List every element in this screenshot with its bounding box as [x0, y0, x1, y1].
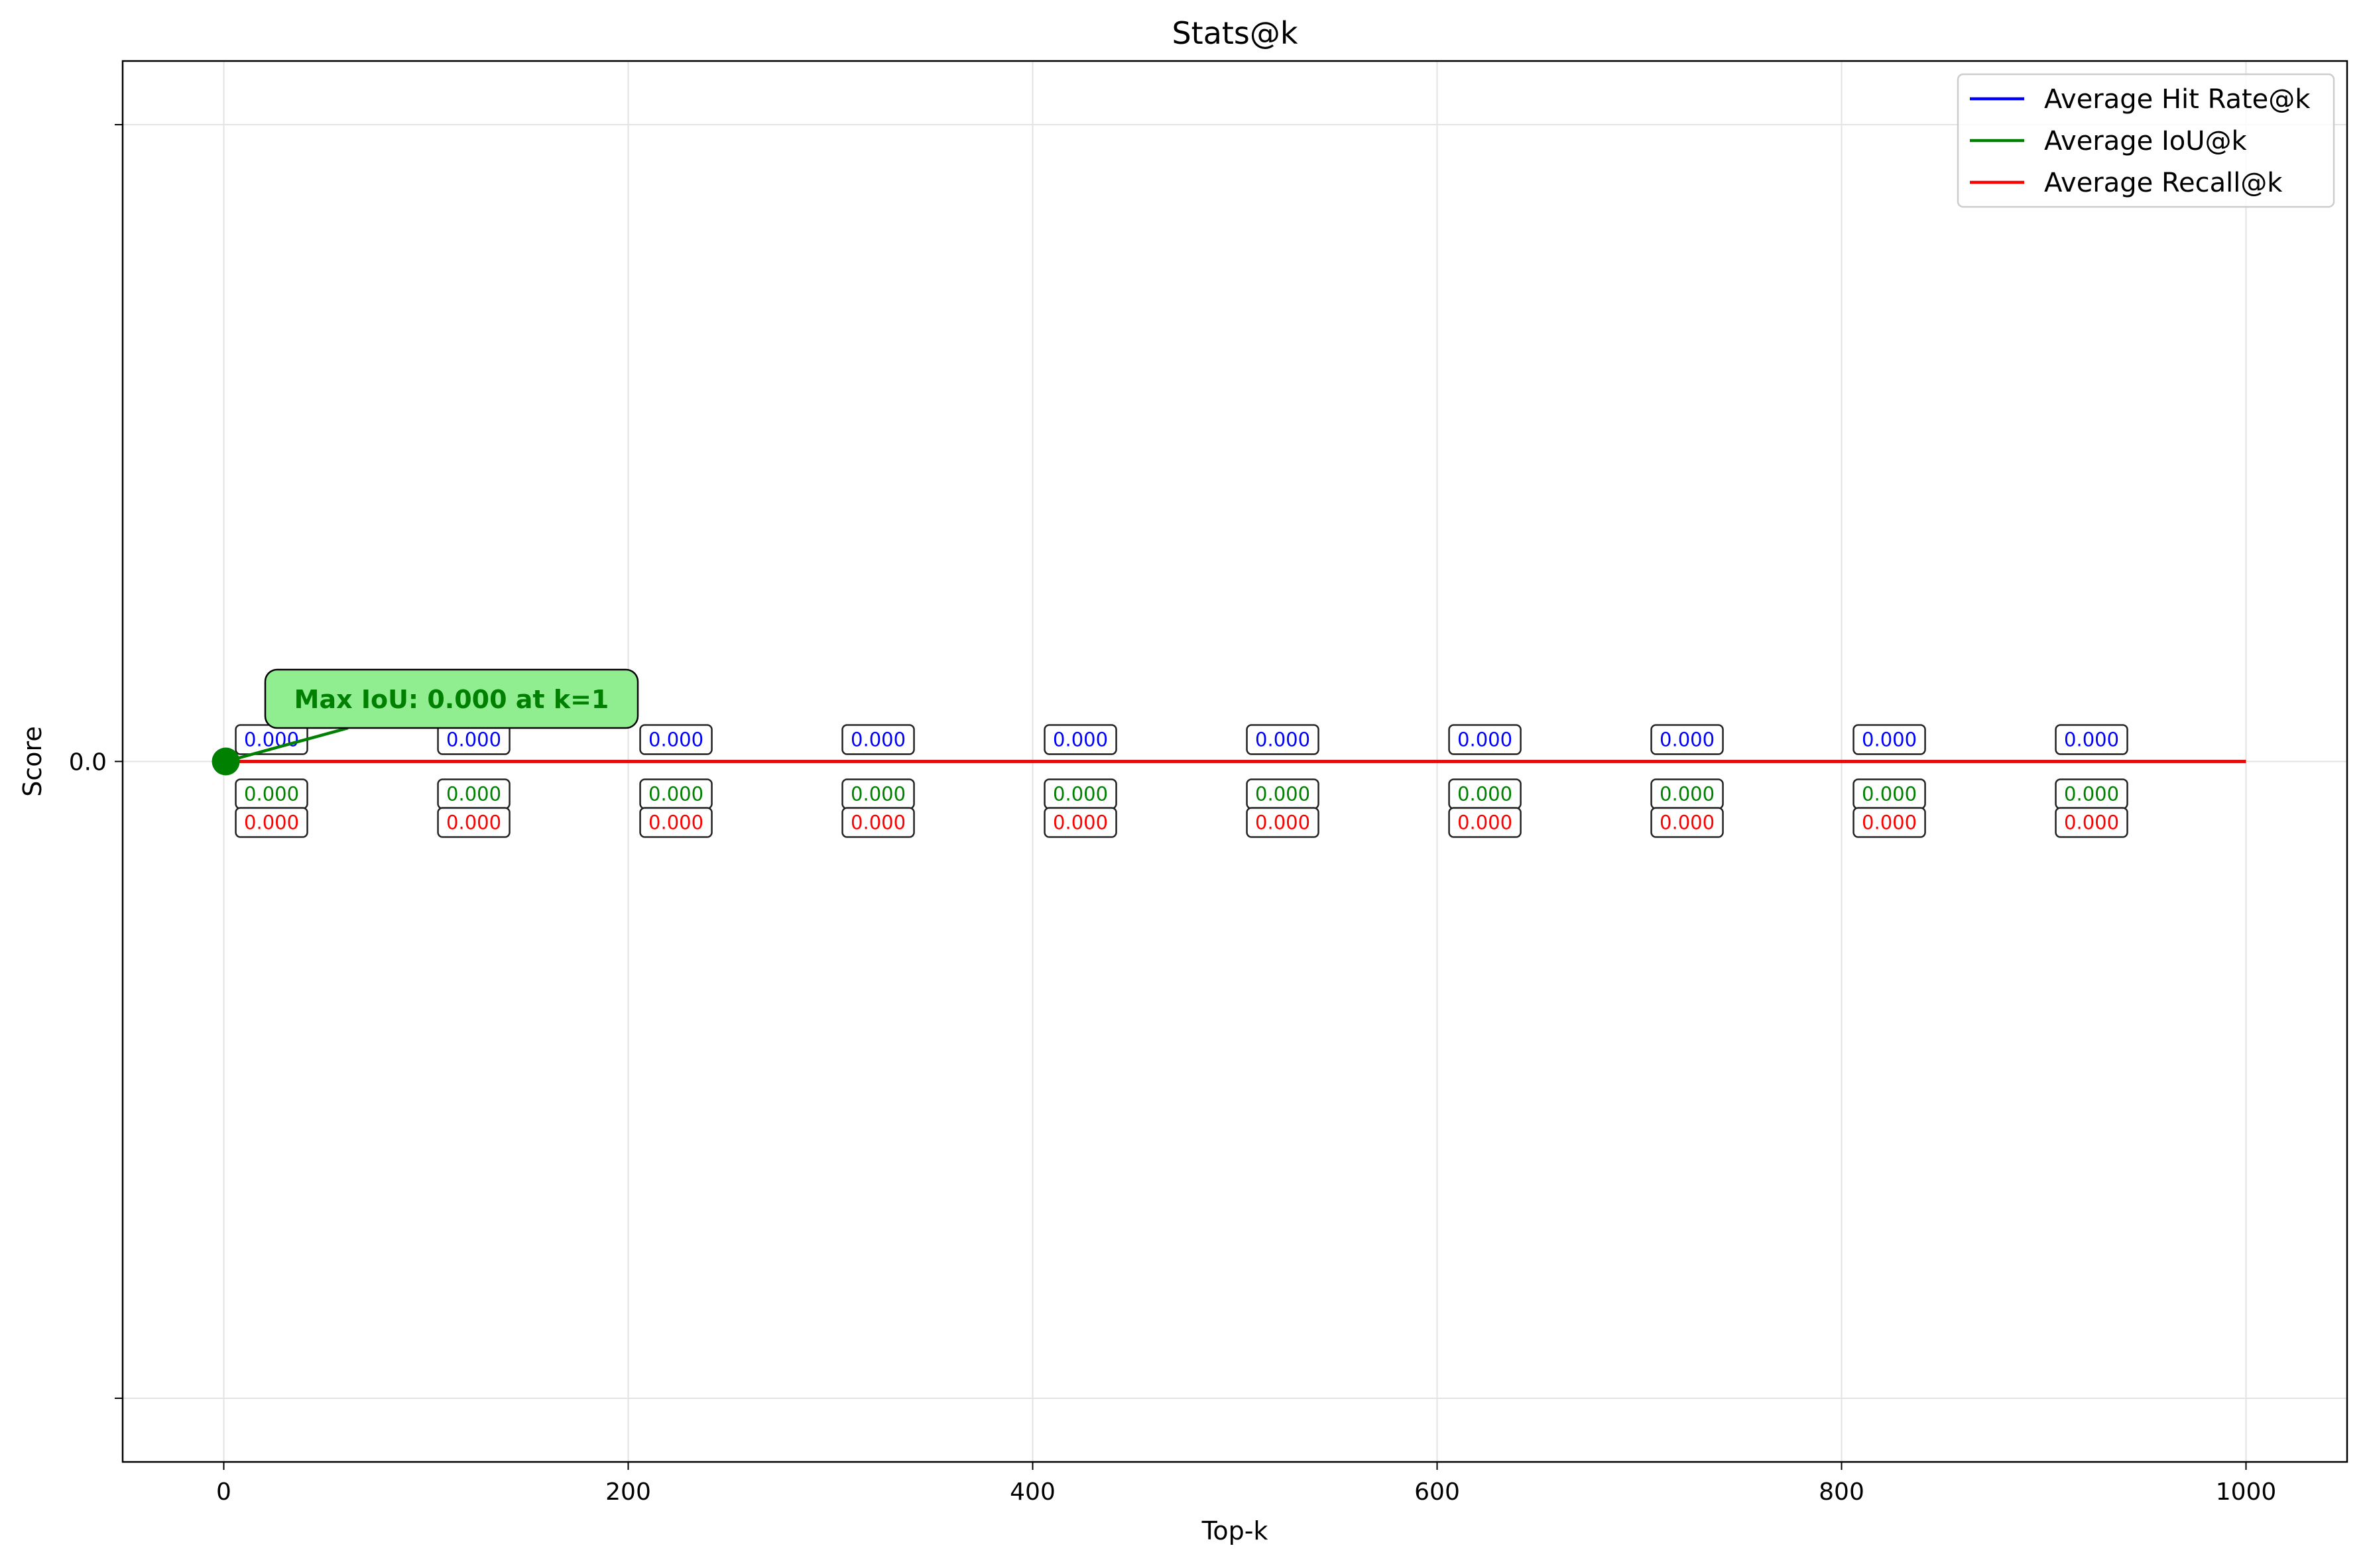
hit-rate-label-box [2055, 724, 2128, 755]
point-labels: 0.000 0.000 0.000 0.000 0.000 0.000 0.000 0.000… [235, 724, 2128, 838]
hit-rate-label-box [1852, 724, 1926, 755]
recall-label: 0.000 [1053, 812, 1108, 834]
x-axis-label: Top-k [1201, 1516, 1268, 1545]
recall-label: 0.000 [2064, 812, 2119, 834]
hit-rate-label-box [1044, 724, 1117, 755]
recall-label: 0.000 [446, 812, 501, 834]
hit-rate-label-box [1448, 724, 1522, 755]
axis-ticks: 0 200 400 600 800 1000 0.0 [69, 124, 2277, 1506]
legend-box [1957, 73, 2335, 208]
legend-entry: Average Recall@k [2044, 168, 2283, 198]
recall-label-box [1246, 807, 1319, 838]
hit-rate-label: 0.000 [1457, 729, 1512, 751]
max-iou-marker [212, 747, 240, 776]
recall-label: 0.000 [648, 812, 703, 834]
hit-rate-label: 0.000 [446, 729, 501, 751]
iou-label: 0.000 [446, 783, 501, 806]
hit-rate-label-box [639, 724, 713, 755]
recall-label-box [235, 807, 308, 838]
hit-rate-label-box [1246, 724, 1319, 755]
iou-label: 0.000 [851, 783, 906, 806]
legend-entry: Average IoU@k [2044, 126, 2248, 156]
annotation-text: Max IoU: 0.000 at k=1 [294, 685, 609, 714]
recall-label-box [1852, 807, 1926, 838]
annotation-arrow [225, 726, 349, 763]
recall-label-box [1650, 807, 1724, 838]
recall-label: 0.000 [1457, 812, 1512, 834]
annotation-box [264, 668, 639, 729]
hit-rate-label-box [841, 724, 915, 755]
hit-rate-label-box [1650, 724, 1724, 755]
recall-label: 0.000 [244, 812, 299, 834]
hit-rate-label: 0.000 [1862, 729, 1917, 751]
iou-label: 0.000 [1862, 783, 1917, 806]
recall-label-box [841, 807, 915, 838]
hit-rate-label: 0.000 [1053, 729, 1108, 751]
iou-label: 0.000 [1053, 783, 1108, 806]
iou-label: 0.000 [1457, 783, 1512, 806]
recall-label-box [1044, 807, 1117, 838]
x-tick-label: 800 [1819, 1478, 1864, 1506]
recall-label-box [2055, 807, 2128, 838]
iou-label: 0.000 [648, 783, 703, 806]
x-tick-label: 0 [216, 1478, 231, 1506]
legend-entry: Average Hit Rate@k [2044, 84, 2311, 115]
x-tick-label: 200 [605, 1478, 651, 1506]
y-tick-label: 0.0 [69, 749, 107, 776]
hit-rate-label: 0.000 [244, 729, 299, 751]
recall-label: 0.000 [851, 812, 906, 834]
iou-label: 0.000 [1255, 783, 1310, 806]
max-iou-annotation: Max IoU: 0.000 at k=1 [212, 668, 639, 776]
hit-rate-label: 0.000 [2064, 729, 2119, 751]
x-tick-label: 400 [1010, 1478, 1056, 1506]
y-axis-label: Score [18, 726, 47, 796]
recall-label: 0.000 [1255, 812, 1310, 834]
hit-rate-label: 0.000 [1255, 729, 1310, 751]
hit-rate-label: 0.000 [1660, 729, 1715, 751]
iou-label: 0.000 [2064, 783, 2119, 806]
legend: Average Hit Rate@k Average IoU@k Average R… [1957, 73, 2335, 208]
recall-label: 0.000 [1862, 812, 1917, 834]
x-tick-label: 600 [1414, 1478, 1460, 1506]
recall-label-box [639, 807, 713, 838]
hit-rate-label: 0.000 [851, 729, 906, 751]
chart-title: Stats@k [1172, 15, 1298, 51]
recall-label: 0.000 [1660, 812, 1715, 834]
x-tick-label: 1000 [2216, 1478, 2277, 1506]
recall-label-box [1448, 807, 1522, 838]
iou-label: 0.000 [244, 783, 299, 806]
iou-label: 0.000 [1660, 783, 1715, 806]
hit-rate-label: 0.000 [648, 729, 703, 751]
recall-label-box [437, 807, 511, 838]
